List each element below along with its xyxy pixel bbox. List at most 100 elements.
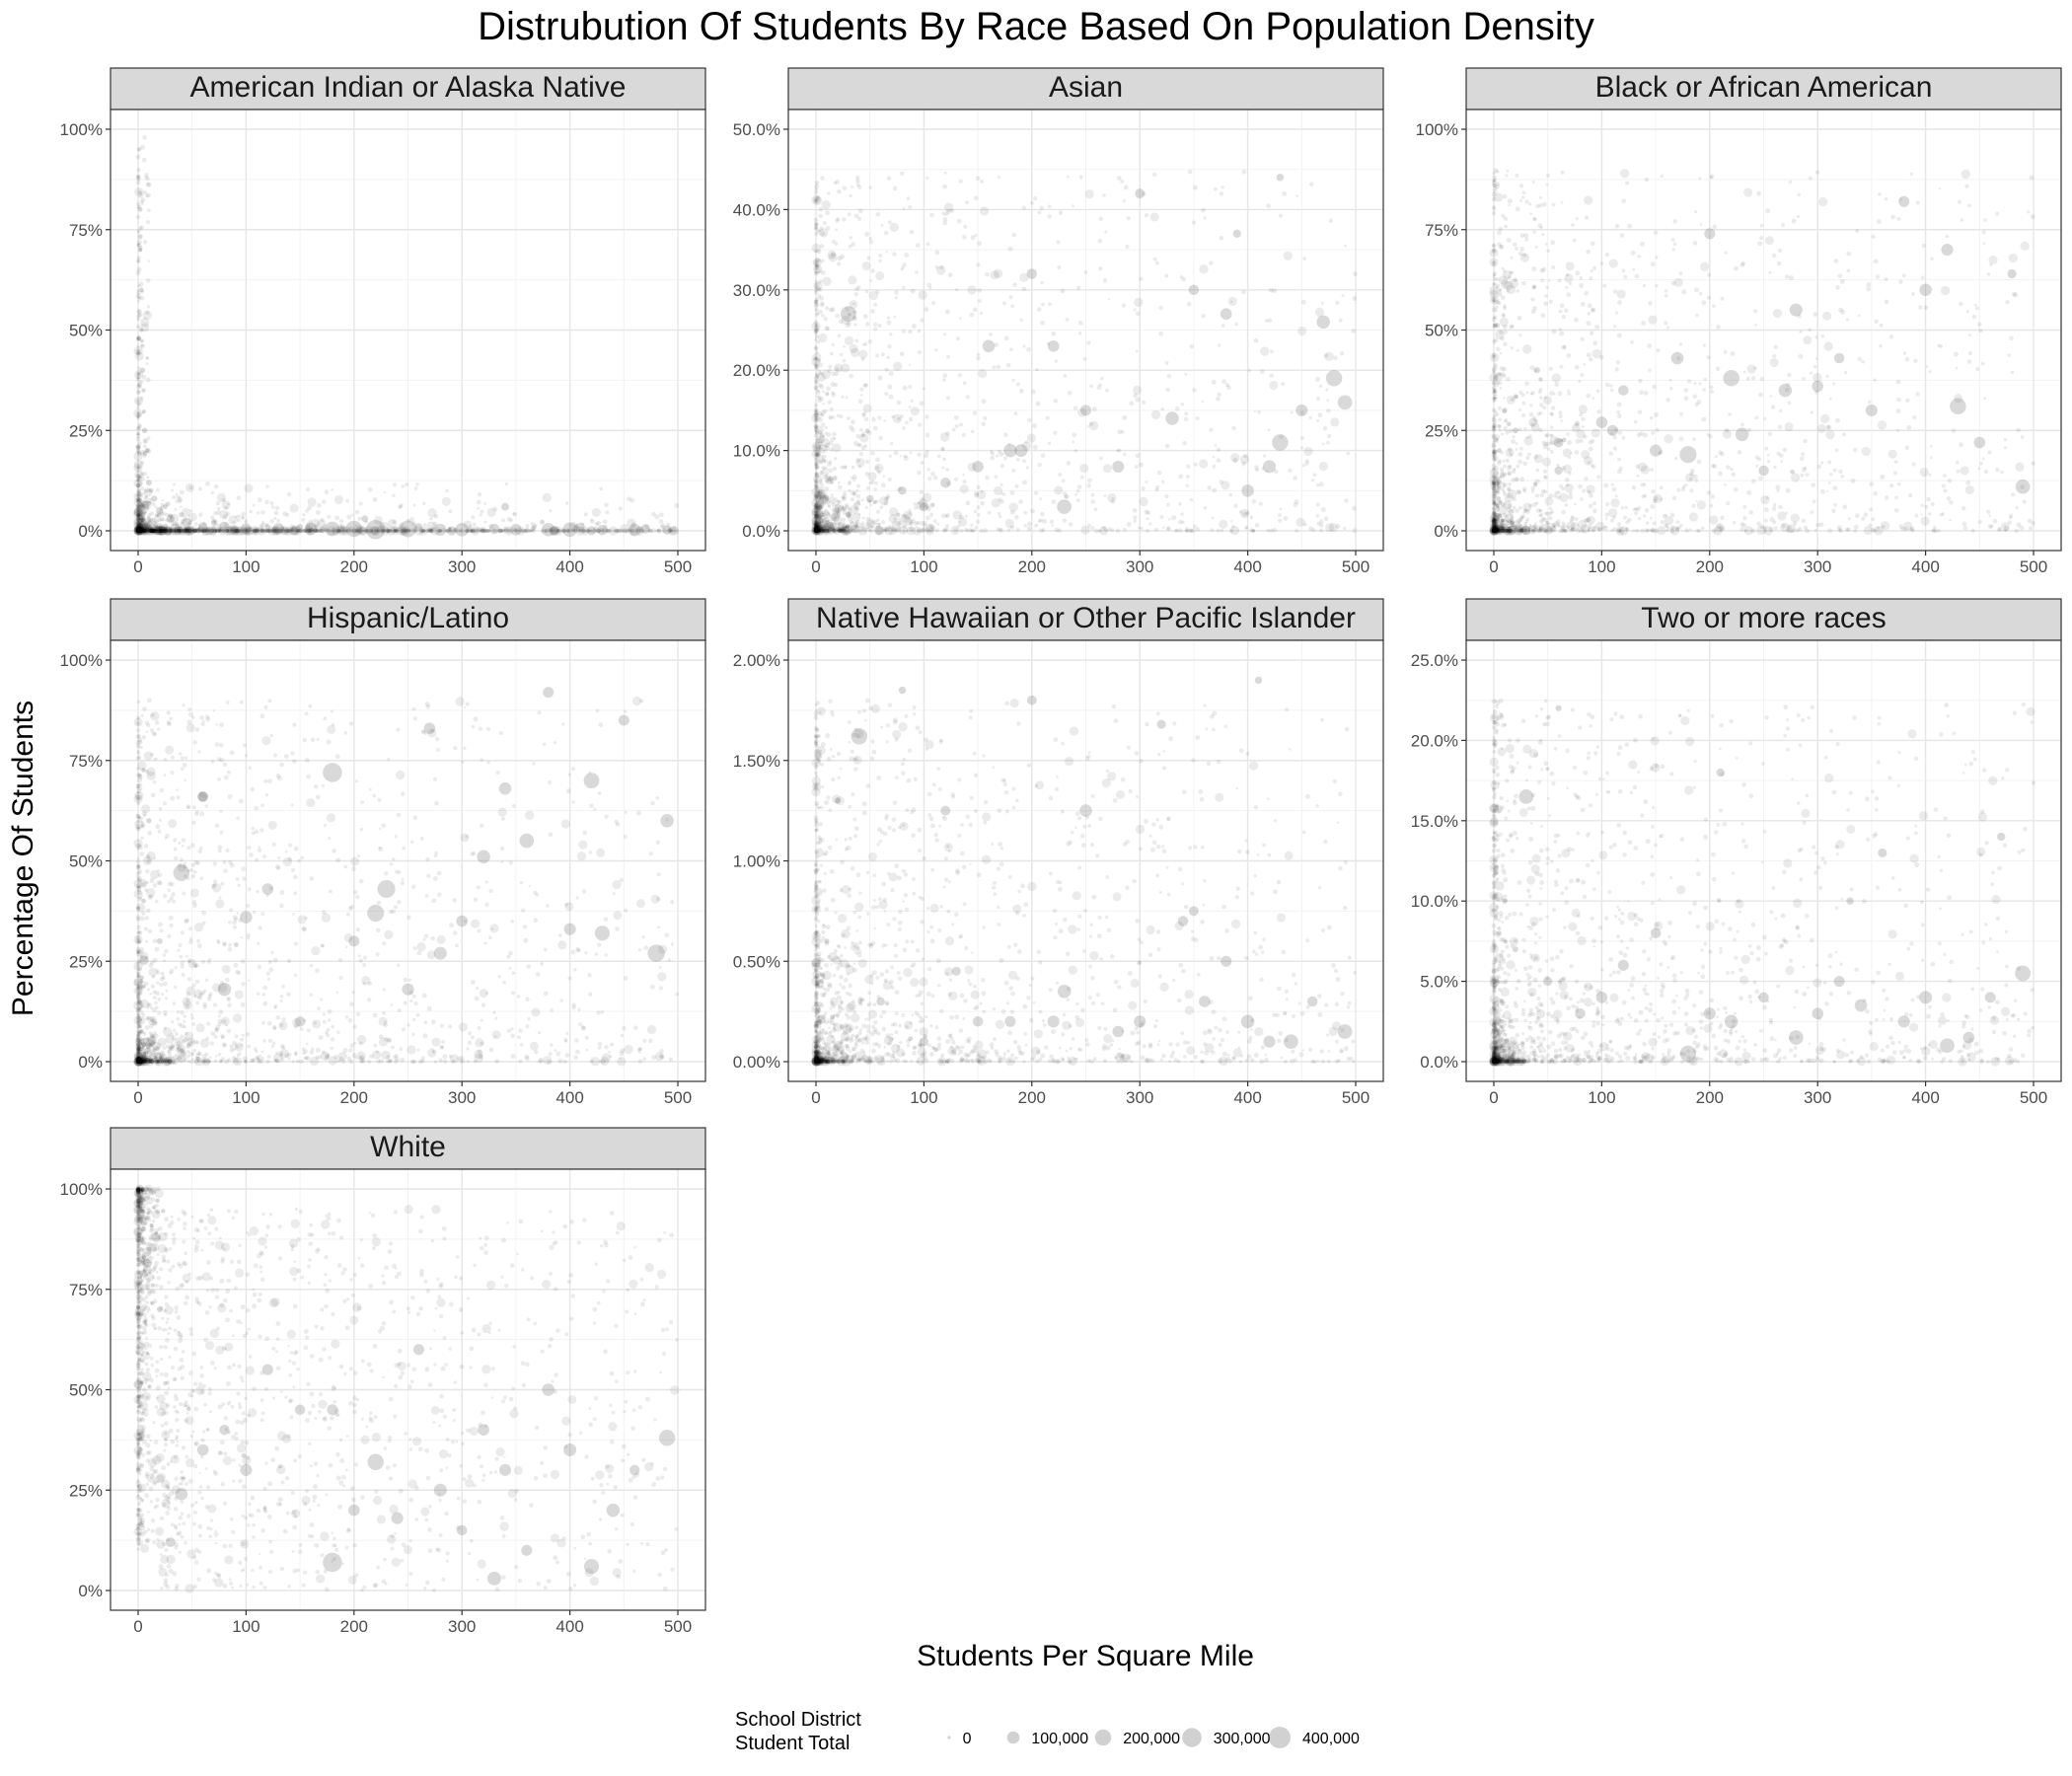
background-point xyxy=(828,307,834,313)
background-point xyxy=(1633,419,1638,424)
background-point xyxy=(345,498,350,503)
background-point xyxy=(1621,435,1626,440)
background-point xyxy=(421,529,426,533)
background-point xyxy=(1614,311,1619,315)
background-point xyxy=(139,529,144,533)
background-point xyxy=(1213,186,1218,191)
background-point xyxy=(1808,328,1813,332)
background-point xyxy=(1799,330,1803,333)
background-point xyxy=(1210,528,1215,533)
background-point xyxy=(1507,198,1513,204)
background-point xyxy=(1842,504,1848,510)
background-point xyxy=(1216,396,1221,402)
background-point xyxy=(1145,480,1148,484)
background-point xyxy=(392,482,398,487)
background-point xyxy=(1352,271,1358,277)
background-point xyxy=(1771,506,1777,511)
background-point xyxy=(1515,206,1520,212)
background-point xyxy=(231,528,237,534)
background-point xyxy=(135,270,141,276)
background-point xyxy=(1499,245,1504,250)
background-point xyxy=(674,503,680,508)
background-point xyxy=(837,484,843,490)
background-point xyxy=(883,419,886,422)
background-point xyxy=(1811,482,1815,487)
background-point xyxy=(1571,223,1575,227)
background-point xyxy=(355,525,365,535)
background-point xyxy=(870,268,875,274)
background-point xyxy=(1986,271,1991,276)
background-point xyxy=(1492,179,1496,184)
background-point xyxy=(1612,446,1618,451)
background-point xyxy=(1834,417,1840,423)
data-point xyxy=(1295,404,1308,416)
background-point xyxy=(160,529,164,533)
background-point xyxy=(913,501,918,507)
background-point xyxy=(1253,337,1259,343)
background-point xyxy=(135,528,141,534)
background-point xyxy=(1541,457,1552,467)
background-point xyxy=(150,527,155,532)
background-point xyxy=(2003,446,2007,450)
background-point xyxy=(1739,522,1744,527)
background-point xyxy=(962,381,967,386)
background-point xyxy=(1665,526,1670,531)
background-point xyxy=(135,528,141,533)
background-point xyxy=(831,239,837,245)
background-point xyxy=(1093,507,1098,512)
background-point xyxy=(136,344,140,348)
background-point xyxy=(192,528,197,534)
background-point xyxy=(980,206,990,216)
background-point xyxy=(858,451,864,457)
background-point xyxy=(1692,394,1698,400)
background-point xyxy=(1270,349,1274,354)
background-point xyxy=(814,452,818,457)
background-point xyxy=(1035,401,1041,407)
background-point xyxy=(1548,299,1554,305)
background-point xyxy=(1671,248,1675,252)
background-point xyxy=(214,529,218,533)
background-point xyxy=(899,351,905,357)
background-point xyxy=(540,519,545,525)
background-point xyxy=(928,286,932,290)
background-point xyxy=(1166,526,1171,532)
background-point xyxy=(872,425,878,431)
background-point xyxy=(555,528,561,534)
background-point xyxy=(1102,464,1113,474)
background-point xyxy=(934,347,938,352)
background-point xyxy=(1217,343,1221,347)
background-point xyxy=(920,521,925,526)
data-point xyxy=(304,522,318,536)
background-point xyxy=(145,177,150,182)
data-point xyxy=(1232,229,1241,238)
y-tick-label: 100% xyxy=(1416,120,1458,139)
background-point xyxy=(304,526,309,531)
data-point xyxy=(210,520,217,526)
background-point xyxy=(1648,301,1653,306)
background-point xyxy=(875,522,881,528)
background-point xyxy=(866,527,871,532)
background-point xyxy=(1975,366,1980,372)
background-point xyxy=(1154,487,1159,492)
background-point xyxy=(1525,391,1529,395)
background-point xyxy=(979,311,984,316)
background-point xyxy=(1520,514,1526,519)
background-point xyxy=(404,481,409,487)
background-point xyxy=(561,528,567,534)
background-point xyxy=(1616,522,1621,527)
background-point xyxy=(1492,188,1498,194)
background-point xyxy=(165,527,168,531)
background-point xyxy=(151,528,157,534)
background-point xyxy=(1920,516,1930,526)
background-point xyxy=(820,176,825,182)
background-point xyxy=(1090,499,1095,504)
background-point xyxy=(851,512,861,522)
background-point xyxy=(211,528,217,534)
background-point xyxy=(1023,524,1028,528)
background-point xyxy=(952,510,962,520)
background-point xyxy=(1325,388,1329,392)
background-point xyxy=(974,490,980,496)
background-point xyxy=(274,505,280,511)
background-point xyxy=(173,526,184,536)
background-point xyxy=(174,529,178,533)
